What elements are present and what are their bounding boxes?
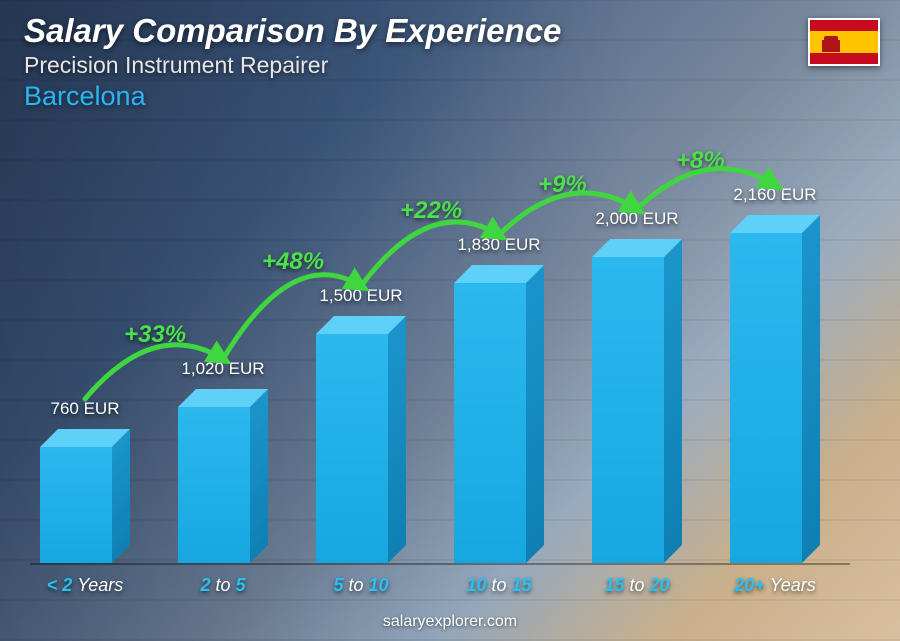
chart-baseline (30, 563, 850, 565)
increase-arc (223, 275, 361, 359)
x-axis-label: < 2 Years (47, 575, 124, 596)
increase-arc (499, 193, 637, 235)
increase-arc (637, 169, 775, 209)
arc-overlay (30, 113, 830, 563)
header: Salary Comparison By Experience Precisio… (24, 12, 876, 112)
x-axis-label: 5 to 10 (333, 575, 388, 596)
x-axis-label: 10 to 15 (466, 575, 531, 596)
city-label: Barcelona (24, 81, 876, 112)
page-title: Salary Comparison By Experience (24, 12, 876, 50)
x-axis-label: 2 to 5 (200, 575, 245, 596)
country-flag (808, 18, 880, 66)
x-axis-label: 15 to 20 (604, 575, 669, 596)
x-axis-label: 20+ Years (734, 575, 816, 596)
increase-arc (361, 222, 499, 286)
increase-arc (85, 345, 223, 399)
job-title: Precision Instrument Repairer (24, 52, 876, 79)
footer-source: salaryexplorer.com (0, 613, 900, 631)
salary-bar-chart: 760 EUR< 2 Years1,020 EUR2 to 51,500 EUR… (30, 150, 850, 563)
